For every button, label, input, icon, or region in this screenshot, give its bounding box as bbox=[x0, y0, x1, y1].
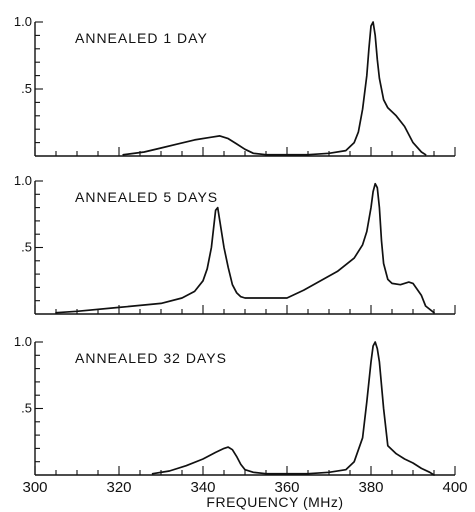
panel-2: 1.0 .5 ANNEALED 5 DAYS bbox=[14, 173, 456, 315]
panel-3: 1.0 .5 ANNEALED 32 DAYS bbox=[14, 334, 456, 476]
y-tick-label: .5 bbox=[21, 240, 32, 255]
x-tick-label: 340 bbox=[190, 479, 215, 496]
y-tick-label: 1.0 bbox=[14, 14, 32, 29]
y-tick-label: 1.0 bbox=[14, 334, 32, 349]
x-tick-label: 400 bbox=[442, 479, 467, 496]
x-tick-label: 300 bbox=[22, 479, 47, 496]
y-tick-label: .5 bbox=[21, 401, 32, 416]
spectrum-line bbox=[55, 182, 435, 314]
panel-title: ANNEALED 5 DAYS bbox=[75, 189, 218, 205]
x-tick-label: 360 bbox=[274, 479, 299, 496]
spectrum-line bbox=[122, 21, 427, 156]
x-tick-label: 320 bbox=[106, 479, 131, 496]
y-tick-label: .5 bbox=[21, 81, 32, 96]
panel-title: ANNEALED 32 DAYS bbox=[75, 350, 227, 366]
x-tick-label: 380 bbox=[358, 479, 383, 496]
panel-1: 1.0 .5 ANNEALED 1 DAY bbox=[14, 14, 456, 157]
x-axis-tick-labels: 300 320 340 360 380 400 bbox=[22, 479, 467, 496]
x-axis-title: FREQUENCY (MHz) bbox=[206, 494, 343, 510]
panel-title: ANNEALED 1 DAY bbox=[75, 30, 208, 46]
spectrum-line bbox=[151, 341, 435, 476]
y-tick-label: 1.0 bbox=[14, 173, 32, 188]
